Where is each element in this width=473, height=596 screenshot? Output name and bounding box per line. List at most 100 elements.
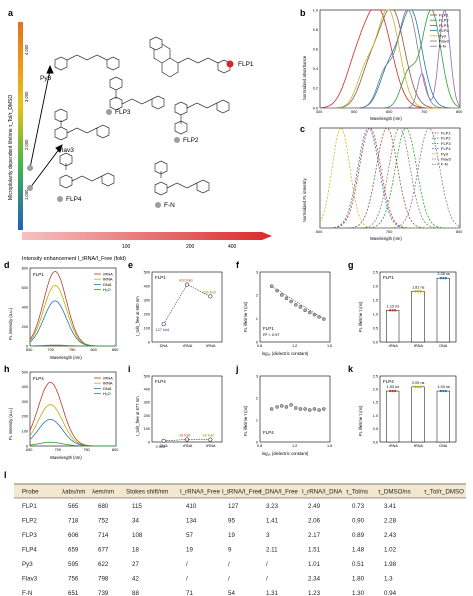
y-tick-label: 300	[144, 401, 150, 405]
replicate-point	[393, 389, 397, 393]
panel-c: c 600 700 800 FLP1FLP2FLP3FLP4Py3Flav3F-N …	[300, 124, 462, 241]
series-trna-curve	[29, 284, 116, 347]
y-tick-label: 0	[148, 340, 150, 344]
table-cell: 27	[132, 561, 139, 568]
y-tick-label: 400	[144, 388, 150, 392]
x-tick-label: 800	[112, 448, 118, 452]
table-cell: /	[186, 561, 188, 568]
replicate-point	[444, 389, 448, 393]
table-cell: 752	[98, 518, 109, 525]
x-tick-label: 750	[83, 448, 89, 452]
table-cell: 1.01	[308, 561, 321, 568]
table-header-bg	[14, 484, 466, 498]
j-plot-frame	[259, 375, 331, 443]
f-tag: FLP1	[263, 326, 274, 331]
table-cell: 42	[132, 576, 139, 583]
table-cell: Flav3	[22, 576, 38, 583]
data-point	[284, 405, 289, 409]
table-cell: 0.51	[352, 561, 365, 568]
table-header: λem/nm	[92, 489, 114, 496]
e-plot-frame	[151, 271, 223, 343]
x-tick-label: tRNA	[206, 344, 216, 348]
series-h2o-curve	[30, 344, 116, 347]
marker-flp1	[226, 60, 234, 68]
y-tick-label: 300	[22, 400, 28, 404]
table-cell: 95	[228, 518, 235, 525]
series-py3-curve	[320, 9, 460, 109]
table-cell: FLP3	[22, 532, 37, 539]
replicate-point	[442, 276, 445, 280]
table-cell: /	[228, 561, 230, 568]
arrow	[29, 147, 61, 189]
table-cell: 622	[98, 561, 109, 568]
x-tick-label: 800	[456, 230, 462, 234]
panel-letter-b: b	[300, 8, 306, 18]
data-label: 2.28 ns	[437, 272, 450, 276]
panel-letter-c: c	[300, 124, 305, 134]
marker-py3	[27, 165, 33, 171]
panel-f: f 0.8 1.2 1.6 0 1 2 3 FLP1 R² = 0.97 log₁₀ (di…	[236, 260, 332, 356]
molecule-structures	[54, 36, 231, 196]
x-tick-label: rRNA	[183, 444, 193, 448]
i-tag: FLP4	[155, 379, 166, 384]
data-point	[184, 282, 190, 287]
j-y-axis-label: FL lifetime τ (ns)	[243, 405, 248, 436]
data-point	[275, 288, 279, 293]
table-cell: 2.17	[308, 532, 321, 539]
table-cell: 88	[132, 590, 139, 596]
series-flp4-curve	[320, 127, 460, 229]
table-header: I_rRNA/I_Free	[180, 489, 220, 496]
y-tick-label: 200	[144, 312, 150, 316]
f-r2: R² = 0.97	[263, 332, 280, 337]
y-tick-label: 0	[256, 340, 258, 344]
i-y-axis-label: I_tol/I_free at 677 nm	[135, 396, 140, 436]
legend-entry: rRNA	[103, 376, 113, 381]
y-tick-label: 2	[256, 294, 258, 298]
i-plot-frame	[151, 375, 223, 443]
y-tick-label: 600	[22, 286, 28, 290]
legend-entry: tRNA	[103, 277, 113, 282]
data-label: 1.81 ns	[412, 285, 425, 289]
y-tick-label: 1.5	[373, 298, 378, 302]
a-y-tick: 4.000	[24, 44, 29, 55]
replicate-point	[391, 389, 394, 393]
table-header: Stokes shift/nm	[126, 489, 168, 496]
legend-entry: FLP1	[439, 13, 449, 18]
f-y-axis-label: FL lifetime τ (ns)	[243, 301, 248, 332]
panel-a: a Microplolarity dependent lifetime τ_To…	[8, 8, 272, 262]
legend-entry: Py3	[441, 151, 449, 156]
y-tick-label: 0	[148, 440, 150, 444]
x-tick-label: tRNA	[414, 344, 424, 348]
h-y-ticks: 0 100 200 300 400 500	[22, 370, 28, 448]
structure-fn	[154, 160, 210, 196]
j-tag: FLP4	[263, 430, 274, 435]
x-tick-label: 750	[69, 348, 75, 352]
data-label: 1.93 ns	[437, 385, 450, 389]
d-tag: FLP1	[33, 272, 44, 277]
replicate-point	[416, 290, 420, 293]
data-point	[289, 403, 293, 407]
table-header: I_DNA/I_Free	[260, 489, 298, 496]
y-tick-label: 100	[144, 326, 150, 330]
legend-entry: tRNA	[103, 381, 113, 386]
table-cell: FLP1	[22, 503, 37, 510]
label-flp2: FLP2	[183, 137, 199, 144]
table-cell: 1.02	[384, 547, 397, 554]
label-fn: F-N	[164, 202, 175, 209]
data-label: 1.93 ns	[387, 385, 400, 389]
panel-letter-k: k	[348, 364, 354, 374]
f-plot: 0.8 1.2 1.6 0 1 2 3	[256, 270, 332, 348]
arrow-head	[46, 64, 54, 74]
bar	[436, 390, 450, 443]
b-y-ticks: 0.0 0.2 0.4 0.6 0.8 1.0	[313, 8, 318, 110]
marker-flp3	[106, 109, 112, 115]
x-tick-label: 1.6	[327, 344, 332, 348]
table-cell: 2.06	[308, 518, 321, 525]
panel-letter-d: d	[4, 260, 10, 270]
c-curves	[319, 127, 461, 229]
table-cell: 677	[98, 547, 109, 554]
table-cell: 9	[228, 547, 232, 554]
y-tick-label: 0.0	[313, 106, 318, 110]
